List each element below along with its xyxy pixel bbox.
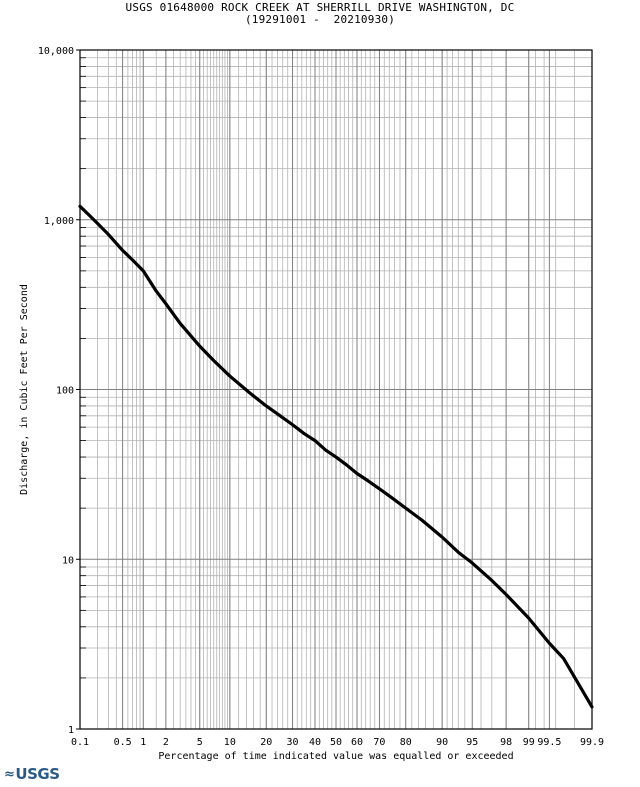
x-tick-label: 98 <box>500 737 512 748</box>
y-tick-label: 10 <box>62 555 74 566</box>
x-tick-label: 90 <box>436 737 448 748</box>
flow-duration-curve <box>78 204 594 709</box>
y-tick-label: 100 <box>56 386 74 397</box>
x-tick-label: 10 <box>224 737 236 748</box>
x-tick-label: 95 <box>466 737 478 748</box>
x-tick-label: 2 <box>163 737 169 748</box>
x-tick-label: 0.5 <box>114 737 132 748</box>
usgs-logo-text: USGS <box>15 765 60 783</box>
usgs-logo: ≈USGS <box>4 765 60 783</box>
chart-subtitle: (19291001 - 20210930) <box>244 13 396 26</box>
x-tick-label: 20 <box>260 737 272 748</box>
x-tick-label: 1 <box>140 737 146 748</box>
x-tick-label: 30 <box>287 737 299 748</box>
y-tick-label: 10,000 <box>38 46 74 57</box>
y-tick-label: 1,000 <box>44 216 74 227</box>
x-tick-label: 50 <box>330 737 342 748</box>
plot-frame <box>79 49 593 730</box>
x-tick-label: 0.1 <box>71 737 89 748</box>
x-tick-label: 40 <box>309 737 321 748</box>
y-tick-label: 1 <box>68 725 74 736</box>
chart-title: USGS 01648000 ROCK CREEK AT SHERRILL DRI… <box>125 1 515 14</box>
x-tick-label: 70 <box>373 737 385 748</box>
x-tick-label: 99 <box>523 737 535 748</box>
x-tick-label: 60 <box>351 737 363 748</box>
x-axis-label: Percentage of time indicated value was e… <box>158 751 513 762</box>
x-tick-label: 5 <box>197 737 203 748</box>
x-tick-label: 99.5 <box>537 737 561 748</box>
y-axis-label: Discharge, in Cubic Feet Per Second <box>19 284 30 495</box>
x-tick-label: 99.9 <box>580 737 604 748</box>
usgs-waves-icon: ≈ <box>4 767 15 782</box>
x-tick-label: 80 <box>400 737 412 748</box>
